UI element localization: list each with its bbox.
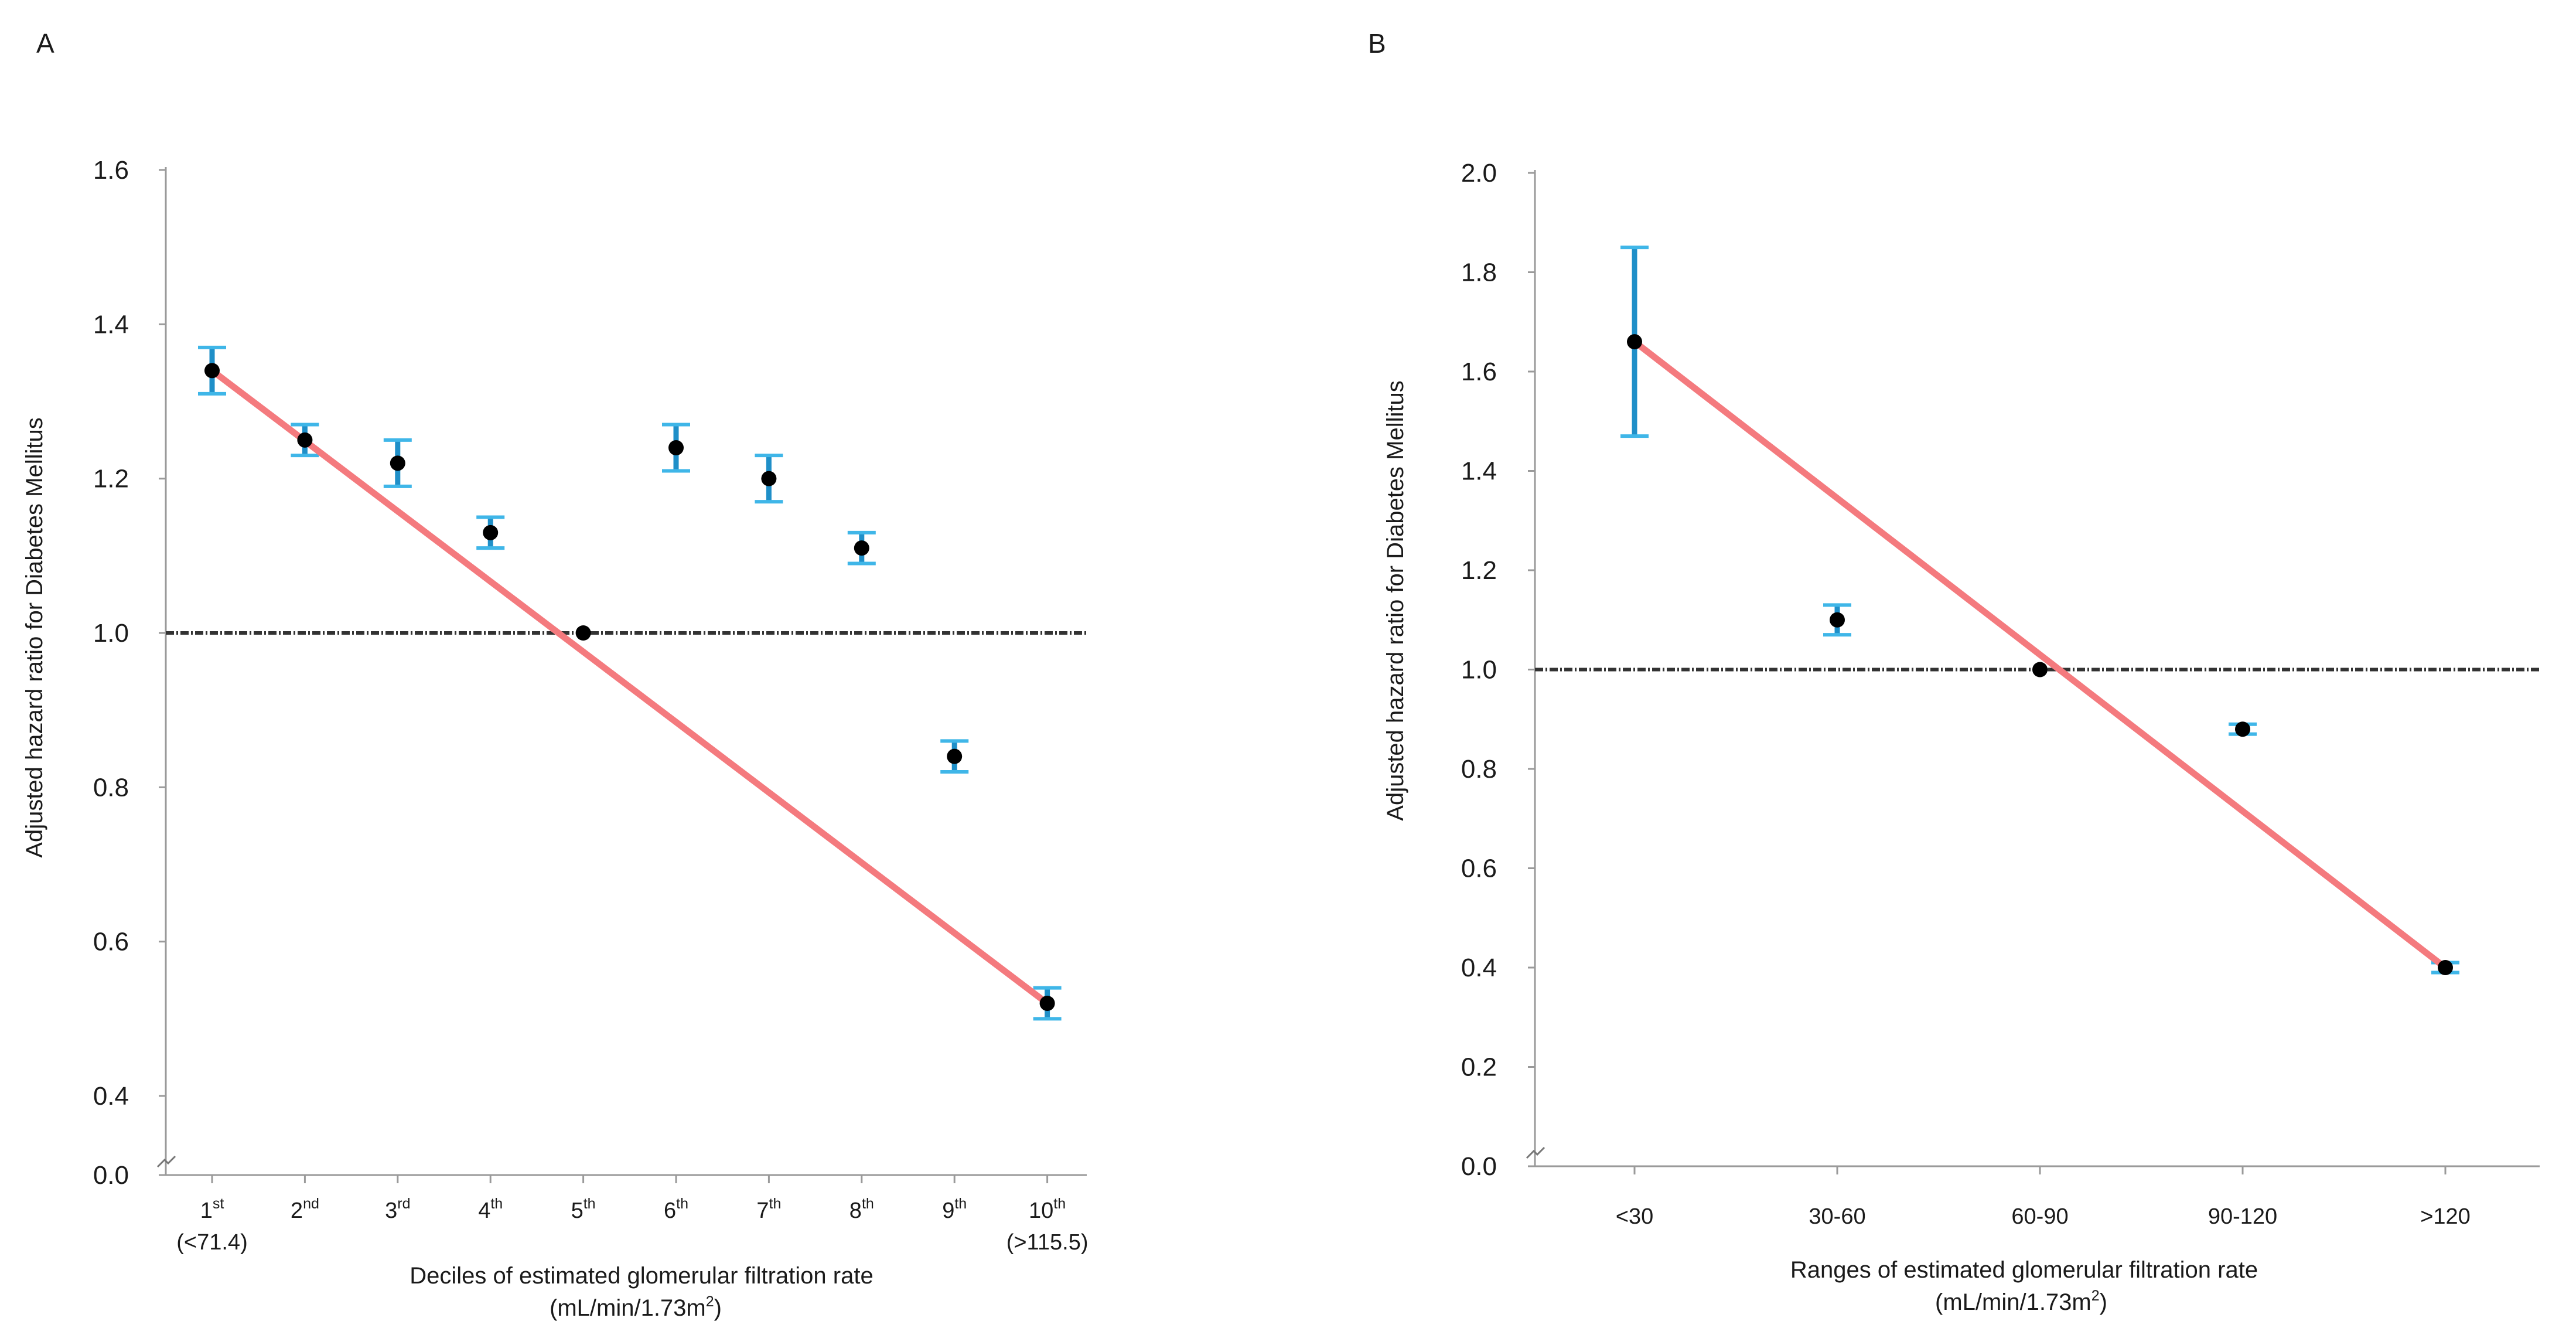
panel-b-y-tick-label: 0.2 (1461, 1053, 1497, 1082)
panel-a-data-point (668, 440, 684, 455)
panel-a-data-point (1039, 996, 1055, 1011)
panel-b-x-tick-label: 90-120 (2208, 1204, 2277, 1229)
panel-a-x-tick-label: 8th (849, 1196, 874, 1223)
panel-b-y-tick-label: 1.8 (1461, 258, 1497, 287)
panel-a-x-tick-label: 5th (571, 1196, 596, 1223)
panel-a-data-point (390, 455, 405, 471)
panel-b-y-tick-label: 0.4 (1461, 954, 1497, 982)
panel-a-y-tick-label: 0.6 (93, 928, 129, 956)
panel-b: B Adjusted hazard ratio for Diabetes Mel… (1368, 28, 2540, 1315)
panel-a-trend-line (209, 367, 1051, 1007)
panel-b-y-tick-label: 0.8 (1461, 755, 1497, 784)
panel-b-axis-break (1526, 1146, 1545, 1159)
panel-a-x-tick-label: 1st (200, 1196, 224, 1223)
panel-a-y-tick-label: 0.4 (93, 1082, 129, 1111)
panel-a-x-tick-sublabel: (>115.5) (1006, 1230, 1089, 1255)
panel-b-trend-line (1631, 338, 2449, 971)
panel-b-data-point (1830, 612, 1845, 628)
panel-b-label: B (1368, 28, 1386, 59)
panel-a-x-tick-label: 10th (1029, 1196, 1066, 1223)
panel-a-axis-break (156, 1155, 176, 1168)
panel-b-x-tick-label: <30 (1616, 1204, 1653, 1229)
panel-a-y-tick-label: 1.0 (93, 619, 129, 648)
panel-b-x-axis-unit: (mL/min/1.73m2) (1935, 1288, 2107, 1315)
panel-b-y-axis-label: Adjusted hazard ratio for Diabetes Melli… (1383, 380, 1408, 820)
panel-a-x-tick-label: 7th (756, 1196, 781, 1223)
panel-a-data-point (761, 471, 777, 486)
panel-a-x-axis-unit: (mL/min/1.73m2) (550, 1293, 722, 1321)
panel-a-y-tick-label: 0.0 (93, 1161, 129, 1190)
panel-b-data-point (2032, 662, 2048, 677)
panel-b-data-point (2235, 721, 2250, 737)
panel-a-data-point (575, 625, 591, 641)
panel-a-x-tick-sublabel: (<71.4) (176, 1230, 247, 1255)
panel-a-data-point (947, 748, 963, 764)
panel-b-y-tick-label: 0.6 (1461, 854, 1497, 883)
panel-a-x-tick-label: 3rd (385, 1196, 410, 1223)
panel-b-x-tick-label: >120 (2420, 1204, 2471, 1229)
panel-a-data-point (297, 432, 313, 448)
panel-a: A Adjusted hazard ratio for Diabetes Mel… (22, 28, 1088, 1321)
panel-a-x-tick-label: 2nd (291, 1196, 319, 1223)
panel-b-data-point (1627, 334, 1642, 350)
panel-b-y-tick-label: 1.0 (1461, 656, 1497, 685)
panel-b-y-tick-label: 1.4 (1461, 457, 1497, 486)
panel-b-x-axis-label: Ranges of estimated glomerular filtratio… (1790, 1257, 2258, 1283)
panel-b-data-point (2438, 960, 2453, 975)
panel-a-y-tick-label: 1.2 (93, 465, 129, 493)
panel-a-x-tick-label: 9th (942, 1196, 967, 1223)
panel-a-y-tick-label: 1.4 (93, 310, 129, 339)
panel-a-data-point (854, 540, 869, 556)
panel-a-data-point (483, 525, 499, 540)
panel-b-x-tick-label: 30-60 (1809, 1204, 1865, 1229)
panel-b-y-tick-label: 1.2 (1461, 556, 1497, 585)
panel-a-data-point (204, 363, 220, 379)
panel-b-y-tick-label: 1.6 (1461, 357, 1497, 386)
panel-b-y-tick-label: 2.0 (1461, 159, 1497, 188)
panel-a-y-axis-label: Adjusted hazard ratio for Diabetes Melli… (22, 417, 47, 857)
panel-a-x-axis-label: Deciles of estimated glomerular filtrati… (410, 1263, 873, 1289)
panel-b-y-tick-label: 0.0 (1461, 1152, 1497, 1181)
panel-a-label: A (36, 28, 54, 59)
panel-a-x-tick-label: 6th (664, 1196, 688, 1223)
panel-b-x-tick-label: 60-90 (2011, 1204, 2068, 1229)
panel-a-x-tick-label: 4th (478, 1196, 503, 1223)
panel-a-y-tick-label: 0.8 (93, 773, 129, 802)
panel-a-y-tick-label: 1.6 (93, 156, 129, 185)
